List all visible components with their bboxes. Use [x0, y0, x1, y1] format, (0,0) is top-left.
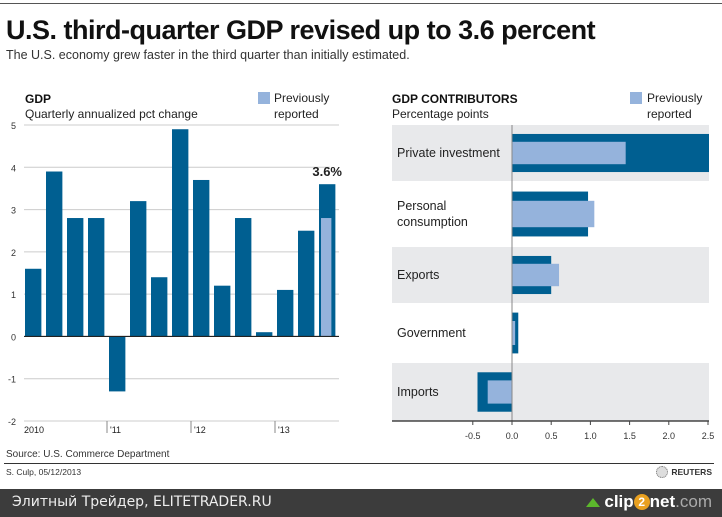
top-rule: [0, 3, 722, 4]
legend-swatch: [258, 92, 270, 104]
x-tick-label: 2.0: [663, 431, 676, 441]
x-tick-label: 1.0: [584, 431, 597, 441]
gdp-chart-title: GDP: [25, 92, 51, 106]
legend-label: reported: [274, 107, 319, 121]
gdp-bar: [172, 129, 189, 337]
x-tick-label: 0.0: [506, 431, 519, 441]
gdp-bar: [25, 268, 42, 337]
x-year-label: '11: [110, 425, 121, 435]
two-badge: 2: [633, 494, 650, 510]
x-tick-label: 0.5: [545, 431, 558, 441]
contrib-previous-bar: [512, 141, 626, 165]
x-year-label: '13: [278, 425, 290, 435]
gdp-bar: [46, 171, 63, 337]
gdp-bar: [67, 218, 84, 337]
gdp-bar: [193, 179, 210, 337]
contrib-previous-bar: [512, 263, 560, 287]
source-note: Source: U.S. Commerce Department: [6, 449, 170, 460]
gdp-bar: [130, 201, 147, 337]
y-tick-label: 4: [11, 163, 16, 173]
gdp-bar: [88, 218, 105, 337]
com-text: .com: [675, 492, 712, 511]
footer-rule: [4, 463, 714, 464]
gdp-bar: [256, 332, 273, 337]
gdp-bar: [151, 277, 168, 337]
credit-line: S. Culp, 05/12/2013: [6, 467, 82, 477]
gdp-bar: [277, 289, 294, 337]
category-label: Imports: [397, 385, 439, 399]
category-label: Government: [397, 326, 466, 340]
gdp-bar: [235, 218, 252, 337]
gdp-chart-subtitle: Quarterly annualized pct change: [25, 107, 198, 121]
upload-arrow-icon: [586, 497, 601, 507]
y-tick-label: 5: [11, 121, 16, 131]
reuters-label: REUTERS: [671, 467, 712, 477]
contrib-chart-subtitle: Percentage points: [392, 107, 489, 121]
contrib-chart-title: GDP CONTRIBUTORS: [392, 92, 518, 106]
legend-label: Previously: [647, 91, 702, 105]
y-tick-label: 0: [11, 332, 16, 342]
clip-text: clip: [604, 492, 634, 511]
gdp-previous-bar: [321, 218, 332, 337]
bar-annotation: 3.6%: [312, 164, 342, 179]
category-label: consumption: [397, 215, 468, 229]
contrib-previous-bar: [512, 321, 516, 345]
row-band: [392, 363, 709, 421]
gdp-bar: [298, 230, 315, 337]
reuters-brand: REUTERS: [656, 466, 712, 478]
legend-label: Previously: [274, 91, 329, 105]
x-tick-label: 1.5: [623, 431, 636, 441]
net-text: net: [649, 492, 676, 511]
y-tick-label: 1: [11, 290, 16, 300]
clip2net-logo: clip 2 net .com: [586, 492, 712, 512]
page-title: U.S. third-quarter GDP revised up to 3.6…: [6, 15, 596, 45]
contrib-previous-bar: [487, 380, 512, 404]
gdp-bar: [109, 336, 126, 392]
category-label: Personal: [397, 199, 446, 213]
x-tick-label: -0.5: [465, 431, 481, 441]
y-tick-label: 3: [11, 206, 16, 216]
x-year-label: '12: [194, 425, 206, 435]
watermark-text: Элитный Трейдер, ELITETRADER.RU: [12, 494, 272, 510]
y-tick-label: 2: [11, 248, 16, 258]
category-label: Private investment: [397, 146, 500, 160]
page-subtitle: The U.S. economy grew faster in the thir…: [6, 48, 410, 62]
watermark-bar: Элитный Трейдер, ELITETRADER.RU clip 2 net…: [0, 489, 722, 517]
legend-label: reported: [647, 107, 692, 121]
x-tick-label: 2.5: [702, 431, 715, 441]
category-label: Exports: [397, 268, 439, 282]
y-tick-label: -1: [8, 375, 16, 385]
reuters-logo-icon: [656, 466, 669, 478]
legend-swatch: [630, 92, 642, 104]
contrib-previous-bar: [512, 200, 595, 228]
x-year-label: 2010: [24, 425, 44, 435]
y-tick-label: -2: [8, 417, 16, 427]
gdp-bar: [214, 285, 231, 337]
